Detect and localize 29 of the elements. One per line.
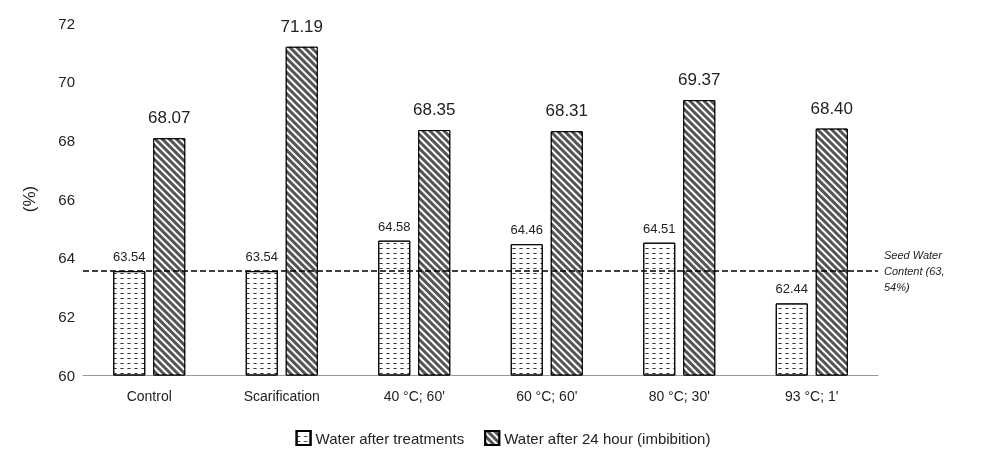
- ref-line-label: Seed Water Content (63,54%): [884, 249, 945, 294]
- data-label: 62.44: [775, 281, 809, 297]
- y-axis-title: (%): [20, 185, 39, 213]
- data-label: 68.07: [147, 108, 191, 128]
- y-tick-label: 64: [58, 249, 75, 267]
- y-tick-label: 72: [58, 14, 75, 32]
- y-tick-label: 70: [58, 73, 75, 91]
- legend-label: Water after 24 hour (imbibition): [504, 429, 711, 447]
- y-tick-label: 68: [58, 131, 75, 149]
- data-label: 69.37: [677, 70, 721, 90]
- legend-label: Water after treatments: [315, 429, 465, 447]
- x-tick-label: Scarification: [243, 388, 320, 404]
- y-tick-label: 62: [58, 307, 75, 325]
- x-tick-label: Control: [126, 388, 172, 404]
- data-label: 64.51: [642, 220, 676, 236]
- x-tick-label: 80 °C; 30': [648, 388, 710, 404]
- y-tick-label: 66: [58, 190, 75, 208]
- data-label: 68.40: [810, 98, 854, 118]
- data-label: 64.46: [510, 222, 544, 238]
- data-label: 64.58: [377, 218, 411, 234]
- data-label: 63.54: [245, 249, 279, 265]
- y-tick-label: 60: [58, 366, 75, 384]
- x-tick-label: 40 °C; 60': [383, 388, 445, 404]
- data-label: 71.19: [280, 16, 324, 36]
- data-label: 68.31: [545, 101, 589, 121]
- data-label: 68.35: [412, 100, 456, 120]
- x-tick-label: 60 °C; 60': [516, 388, 578, 404]
- data-label: 63.54: [112, 249, 146, 265]
- x-tick-label: 93 °C; 1': [785, 388, 839, 404]
